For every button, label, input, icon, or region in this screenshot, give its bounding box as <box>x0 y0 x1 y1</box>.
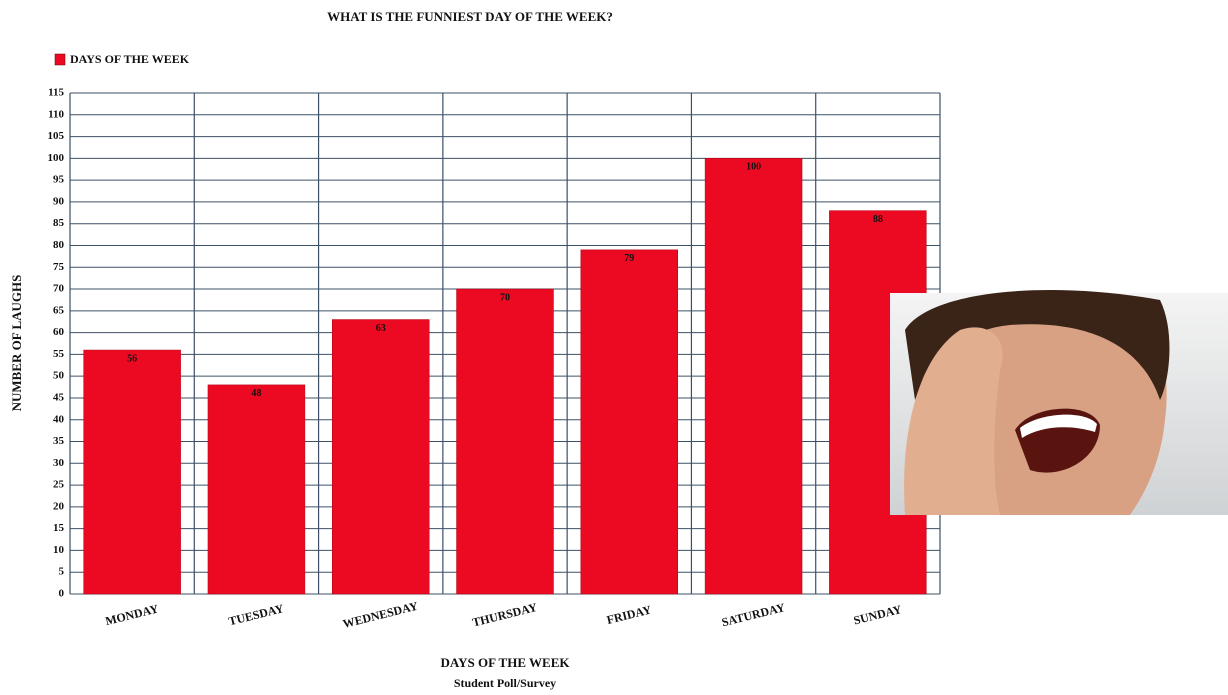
data-label: 63 <box>376 323 386 334</box>
bar <box>207 384 306 595</box>
data-label: 100 <box>746 162 761 173</box>
data-label: 79 <box>624 253 634 264</box>
x-axis-label: DAYS OF THE WEEK <box>441 655 571 670</box>
y-tick-label: 110 <box>48 108 64 120</box>
y-tick-label: 45 <box>53 391 65 403</box>
x-tick-label: SATURDAY <box>720 600 786 629</box>
y-tick-label: 10 <box>53 544 65 556</box>
bar <box>456 288 554 595</box>
data-label: 48 <box>251 388 261 399</box>
y-tick-label: 20 <box>53 500 65 512</box>
photo <box>890 290 1228 515</box>
x-tick-label: THURSDAY <box>471 600 539 630</box>
x-tick-label: WEDNESDAY <box>341 599 419 631</box>
y-tick-label: 5 <box>59 566 65 578</box>
data-label: 88 <box>873 214 883 225</box>
y-axis-label: NUMBER OF LAUGHS <box>9 275 24 412</box>
y-tick-label: 100 <box>48 152 65 164</box>
y-tick-label: 40 <box>53 413 65 425</box>
y-tick-label: 85 <box>53 217 65 229</box>
y-tick-label: 105 <box>48 130 65 142</box>
bar <box>704 158 803 595</box>
y-tick-label: 115 <box>48 87 64 99</box>
photo-teeth <box>1020 414 1097 438</box>
x-tick-label: FRIDAY <box>605 602 653 627</box>
x-tick-label: SUNDAY <box>852 602 903 627</box>
y-tick-label: 90 <box>53 195 65 207</box>
y-tick-label: 75 <box>53 261 65 273</box>
bar <box>580 249 679 595</box>
y-tick-label: 50 <box>53 370 65 382</box>
data-label: 56 <box>127 353 137 364</box>
y-tick-label: 35 <box>53 435 65 447</box>
x-tick-label: TUESDAY <box>227 601 285 628</box>
chart-title: WHAT IS THE FUNNIEST DAY OF THE WEEK? <box>327 9 613 24</box>
y-tick-label: 15 <box>53 522 65 534</box>
y-tick-label: 60 <box>53 326 65 338</box>
y-tick-label: 30 <box>53 457 65 469</box>
y-tick-label: 65 <box>53 304 65 316</box>
x-tick-label: MONDAY <box>104 601 160 628</box>
photo-hand <box>904 327 1003 515</box>
y-tick-label: 25 <box>53 479 65 491</box>
y-tick-label: 55 <box>53 348 65 360</box>
subtitle: Student Poll/Survey <box>454 676 556 690</box>
data-label: 70 <box>500 292 510 303</box>
y-tick-label: 70 <box>53 283 65 295</box>
legend-label: DAYS OF THE WEEK <box>70 52 190 66</box>
y-tick-label: 0 <box>59 588 65 600</box>
bar <box>331 319 430 595</box>
y-tick-label: 95 <box>53 174 65 186</box>
legend-swatch <box>54 53 66 66</box>
y-tick-label: 80 <box>53 239 65 251</box>
bar <box>83 349 181 595</box>
photo-hair <box>905 290 1170 400</box>
